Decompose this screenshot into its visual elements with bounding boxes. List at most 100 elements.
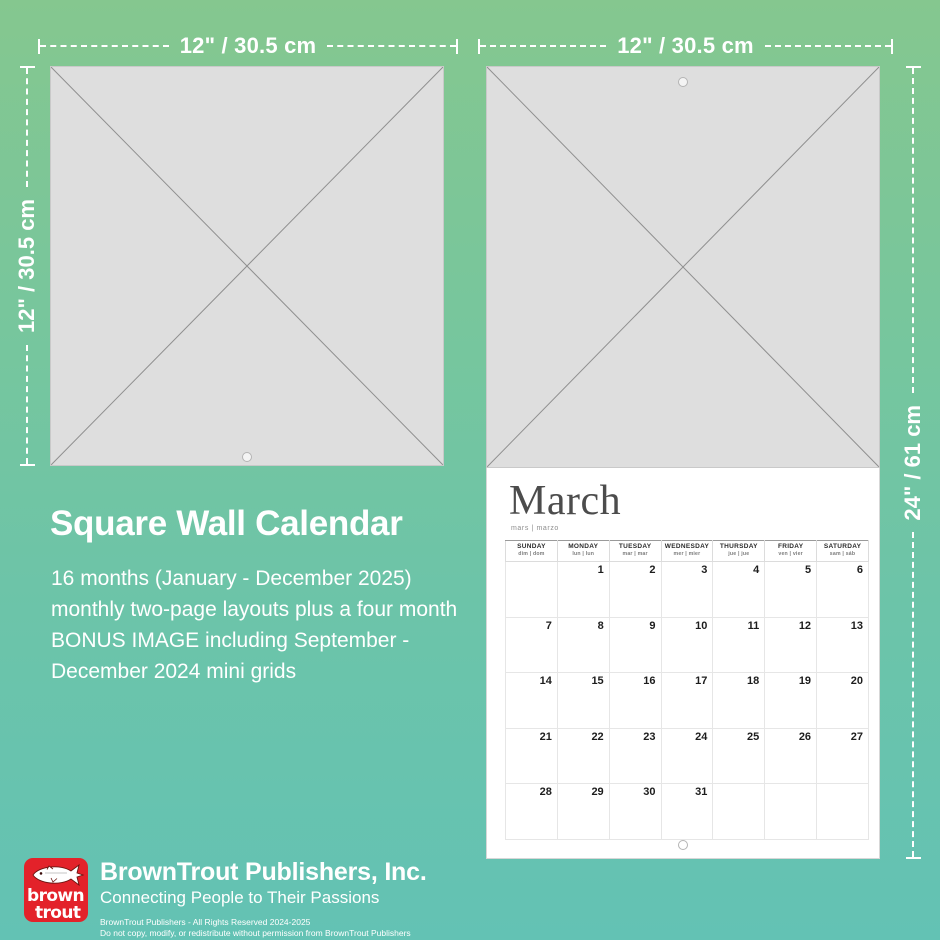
dimension-dash-right: [327, 45, 457, 47]
calendar-day-cell[interactable]: 1: [556, 561, 610, 618]
calendar-dow-header-sunday: SUNDAY dim | dom: [505, 540, 558, 562]
calendar-day-cell[interactable]: 28: [505, 783, 558, 840]
dow-name: THURSDAY: [719, 543, 758, 551]
dimension-right: 24" / 61 cm: [900, 66, 925, 859]
calendar-week-row: 7 8 9 10 11 12 13: [505, 616, 869, 673]
dimension-cap-end: [891, 38, 894, 54]
left-image-panel[interactable]: [50, 66, 444, 466]
dimension-cap-end: [456, 38, 459, 54]
calendar-dow-header-saturday: SATURDAY sam | sáb: [816, 540, 869, 562]
calendar-table: SUNDAY dim | dom MONDAY lun | lun TUESDAY mar…: [505, 540, 869, 840]
calendar-day-cell[interactable]: 10: [660, 616, 714, 673]
calendar-day-cell[interactable]: 3: [660, 561, 714, 618]
dimension-top-left: 12" / 30.5 cm: [38, 33, 459, 58]
calendar-dow-header-wednesday: WEDNESDAY mer | mier: [660, 540, 714, 562]
dow-alt-name: sam | sáb: [829, 551, 856, 558]
dimension-cap-top: [19, 66, 35, 68]
dimension-cap-start: [38, 38, 40, 54]
dow-name: SUNDAY: [517, 543, 546, 551]
dimension-dash-bottom: [26, 344, 28, 464]
calendar-day-cell[interactable]: 18: [712, 672, 766, 729]
calendar-day-cell[interactable]: 4: [712, 561, 766, 618]
calendar-day-cell[interactable]: 27: [816, 727, 869, 784]
dow-alt-name: mar | mar: [622, 551, 648, 558]
calendar-empty-cell: [764, 783, 818, 840]
dimension-left-label: 12" / 30.5 cm: [14, 199, 39, 333]
calendar-day-cell[interactable]: 25: [712, 727, 766, 784]
calendar-day-cell[interactable]: 17: [660, 672, 714, 729]
calendar-day-cell[interactable]: 21: [505, 727, 558, 784]
dimension-right-label: 24" / 61 cm: [900, 404, 925, 521]
calendar-day-cell[interactable]: 22: [556, 727, 610, 784]
calendar-day-cell[interactable]: 19: [764, 672, 818, 729]
calendar-week-row: 14 15 16 17 18 19 20: [505, 672, 869, 729]
calendar-day-cell[interactable]: 6: [816, 561, 869, 618]
footer: brown trout BrownTrout Publishers, Inc. …: [24, 858, 427, 940]
product-description: 16 months (January - December 2025) mont…: [51, 567, 458, 683]
hole-punch-right-panel-bottom: [678, 840, 688, 850]
calendar-day-cell[interactable]: 24: [660, 727, 714, 784]
dimension-top-right-label: 12" / 30.5 cm: [617, 33, 754, 58]
company-tagline: Connecting People to Their Passions: [100, 888, 380, 907]
calendar-empty-cell: [712, 783, 766, 840]
dimension-dash-top: [912, 68, 914, 393]
calendar-grid-sheet[interactable]: March mars | marzo SUNDAY dim | dom MONDAY…: [486, 468, 880, 859]
logo-word-trout: trout: [35, 903, 81, 922]
calendar-day-cell[interactable]: 11: [712, 616, 766, 673]
calendar-day-cell[interactable]: 8: [556, 616, 610, 673]
calendar-day-cell[interactable]: 5: [764, 561, 818, 618]
dow-name: SATURDAY: [823, 543, 862, 551]
dow-alt-name: lun | lun: [572, 551, 595, 558]
calendar-month-title: March: [509, 478, 622, 524]
calendar-day-cell[interactable]: 20: [816, 672, 869, 729]
dimension-dash-top: [26, 68, 28, 188]
calendar-day-cell[interactable]: 23: [608, 727, 662, 784]
dimension-left: 12" / 30.5 cm: [14, 66, 39, 466]
trout-fish-icon: [32, 863, 85, 887]
calendar-day-cell[interactable]: 26: [764, 727, 818, 784]
calendar-day-cell[interactable]: 14: [505, 672, 558, 729]
calendar-week-row: 21 22 23 24 25 26 27: [505, 727, 869, 784]
legal-line-1: BrownTrout Publishers - All Rights Reser…: [100, 916, 311, 927]
calendar-dow-header-tuesday: TUESDAY mar | mar: [608, 540, 662, 562]
dow-name: FRIDAY: [777, 543, 804, 551]
dimension-cap-bottom: [905, 857, 921, 859]
product-title: Square Wall Calendar: [50, 504, 403, 543]
dow-name: MONDAY: [568, 543, 599, 551]
dow-name: WEDNESDAY: [664, 543, 710, 551]
hole-punch-left-panel: [242, 452, 252, 462]
logo-word-brown: brown: [27, 886, 85, 906]
placeholder-cross-icon: [51, 67, 443, 465]
dimension-cap-start: [478, 38, 480, 54]
dimension-top-right: 12" / 30.5 cm: [478, 33, 894, 58]
dimension-cap-bottom: [19, 464, 35, 466]
dimension-dash-left: [40, 45, 169, 47]
calendar-day-cell[interactable]: 13: [816, 616, 869, 673]
calendar-day-cell[interactable]: 7: [505, 616, 558, 673]
browntrout-logo[interactable]: brown trout: [24, 858, 88, 922]
dimension-dash-left: [480, 45, 607, 47]
calendar-dow-header-monday: MONDAY lun | lun: [556, 540, 610, 562]
calendar-day-cell[interactable]: 12: [764, 616, 818, 673]
calendar-day-cell[interactable]: 29: [556, 783, 610, 840]
calendar-week-row: 28 29 30 31: [505, 783, 869, 840]
calendar-day-cell[interactable]: 16: [608, 672, 662, 729]
dow-alt-name: mer | mier: [673, 551, 701, 558]
calendar-day-cell[interactable]: 30: [608, 783, 662, 840]
calendar-day-cell[interactable]: 2: [608, 561, 662, 618]
calendar-header-row: SUNDAY dim | dom MONDAY lun | lun TUESDAY mar…: [505, 540, 869, 562]
placeholder-cross-icon: [487, 67, 879, 467]
dimension-top-left-label: 12" / 30.5 cm: [179, 33, 317, 58]
calendar-month-subtitle: mars | marzo: [511, 525, 559, 532]
calendar-day-cell[interactable]: 9: [608, 616, 662, 673]
calendar-empty-cell: [816, 783, 869, 840]
dimension-dash-bottom: [912, 532, 914, 857]
right-image-panel[interactable]: [486, 66, 880, 468]
legal-notice: BrownTrout Publishers - All Rights Reser…: [100, 917, 427, 940]
dow-alt-name: ven | vier: [778, 551, 803, 558]
calendar-day-cell[interactable]: 15: [556, 672, 610, 729]
calendar-day-cell[interactable]: 31: [660, 783, 714, 840]
footer-text-block: BrownTrout Publishers, Inc. Connecting P…: [100, 858, 427, 940]
